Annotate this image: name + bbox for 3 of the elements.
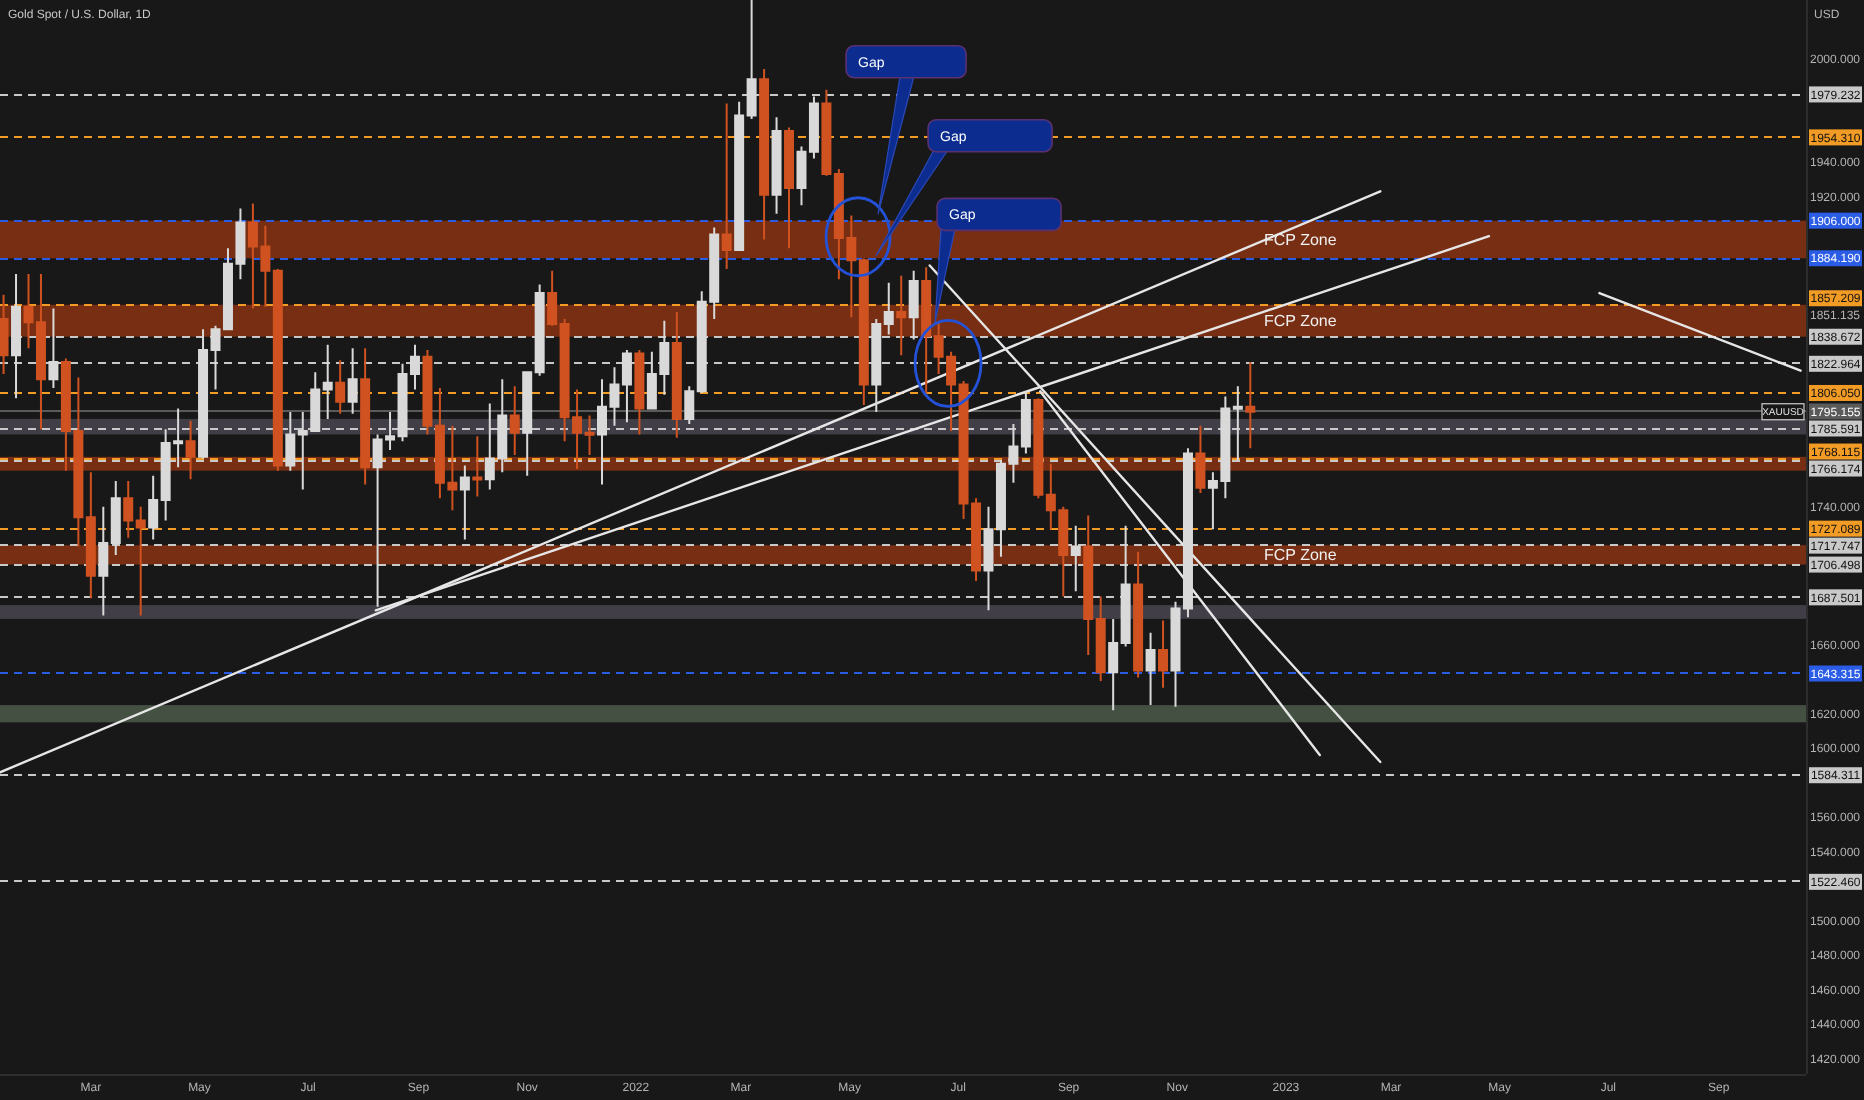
band-label: FCP Zone xyxy=(1264,312,1338,331)
band-label: FCP Zone xyxy=(1264,546,1338,565)
band-label: FCP Zone xyxy=(1264,231,1338,250)
